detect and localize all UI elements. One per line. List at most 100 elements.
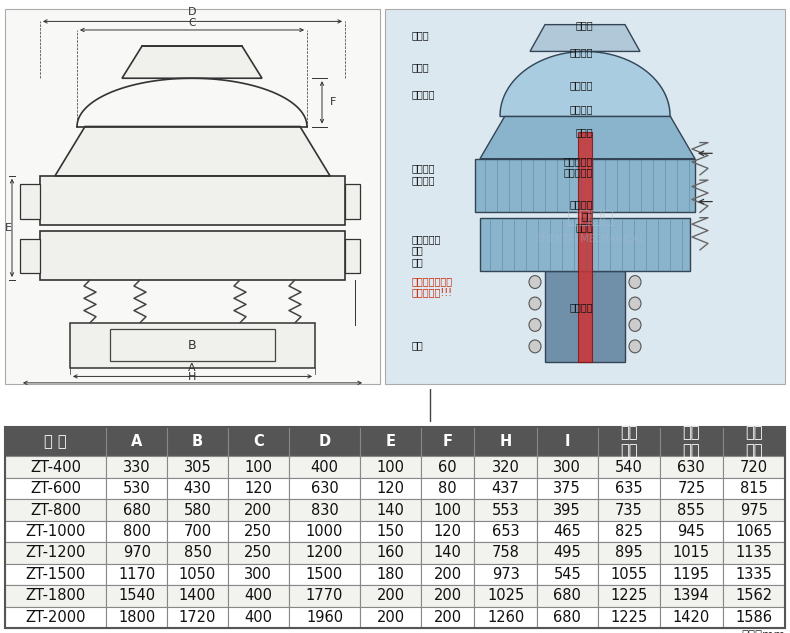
Text: 橡胶球: 橡胶球 [575,127,593,137]
Text: 一层
高度: 一层 高度 [620,425,638,458]
Text: ZT-1200: ZT-1200 [25,546,86,560]
Text: 60: 60 [438,460,457,475]
Text: 945: 945 [677,524,705,539]
Text: 压紧环: 压紧环 [412,63,429,73]
Bar [421,606,474,628]
Text: 437: 437 [491,481,520,496]
Text: 630: 630 [310,481,338,496]
Bar [360,564,421,585]
Polygon shape [530,25,640,51]
Bar [107,606,167,628]
Text: 120: 120 [434,524,462,539]
Bar [474,456,537,478]
Text: 运输用固定螺栓
试机时去掉!!!: 运输用固定螺栓 试机时去掉!!! [412,276,453,298]
Bar [660,606,723,628]
Bar [228,521,288,542]
Text: D: D [318,434,330,449]
Text: 545: 545 [553,567,581,582]
Text: 160: 160 [377,546,404,560]
Text: 855: 855 [677,503,705,518]
Text: 1025: 1025 [487,588,525,603]
Text: 400: 400 [244,610,273,625]
Text: 1195: 1195 [673,567,709,582]
Text: 975: 975 [739,503,768,518]
Text: 700: 700 [183,524,212,539]
Text: 防尘盖: 防尘盖 [412,30,429,40]
Text: 580: 580 [183,503,212,518]
Bar [660,499,723,521]
Text: 895: 895 [615,546,643,560]
Bar [228,427,288,456]
Polygon shape [55,127,330,176]
Text: 120: 120 [377,481,404,496]
Bar [288,521,360,542]
Circle shape [529,275,541,289]
Text: I: I [565,434,570,449]
Bar [578,132,592,363]
Text: 中部框架
底部框架: 中部框架 底部框架 [412,163,435,185]
Text: 140: 140 [434,546,461,560]
Bar [597,542,660,564]
Text: 200: 200 [244,503,273,518]
Text: 465: 465 [553,524,581,539]
Text: 850: 850 [183,546,212,560]
Text: 680: 680 [553,588,581,603]
Bar [107,478,167,499]
Text: 1260: 1260 [487,610,525,625]
Text: 635: 635 [615,481,642,496]
Bar [5,456,107,478]
Text: 630: 630 [677,460,705,475]
Bar [167,542,228,564]
Bar [723,427,785,456]
Text: 进料口: 进料口 [575,21,593,30]
Bar [228,499,288,521]
Bar [537,456,597,478]
Text: 1720: 1720 [179,610,216,625]
Text: 底座: 底座 [412,341,423,351]
Text: 1225: 1225 [610,588,648,603]
Bar [288,564,360,585]
Bar [360,521,421,542]
Text: 1335: 1335 [735,567,772,582]
Text: 1500: 1500 [306,567,343,582]
Bar [228,606,288,628]
Polygon shape [122,46,262,78]
Text: 下部重锤: 下部重锤 [570,303,593,313]
Bar [421,564,474,585]
Text: 150: 150 [377,524,404,539]
Text: 495: 495 [553,546,581,560]
Bar [537,542,597,564]
Text: 1135: 1135 [735,546,772,560]
Bar [597,585,660,606]
Bar [360,478,421,499]
Bar [474,542,537,564]
Text: 120: 120 [244,481,273,496]
Bar [660,427,723,456]
Text: 400: 400 [310,460,338,475]
Text: 1420: 1420 [672,610,710,625]
Text: 单位：mm: 单位：mm [741,629,785,633]
Bar [107,564,167,585]
Bar [660,564,723,585]
Bar [288,542,360,564]
Bar [360,456,421,478]
Text: 100: 100 [377,460,404,475]
Text: 375: 375 [553,481,581,496]
Bar [597,521,660,542]
Bar [474,478,537,499]
Text: 1586: 1586 [735,610,773,625]
Bar [474,585,537,606]
Bar [597,478,660,499]
Bar [20,239,40,273]
Bar [421,456,474,478]
Bar [421,499,474,521]
Bar [360,606,421,628]
Bar [107,585,167,606]
Text: 200: 200 [434,610,462,625]
Bar [40,230,345,280]
Bar [228,542,288,564]
Text: 型 号: 型 号 [44,434,67,449]
Bar [421,585,474,606]
Bar [537,585,597,606]
Bar [385,8,785,384]
